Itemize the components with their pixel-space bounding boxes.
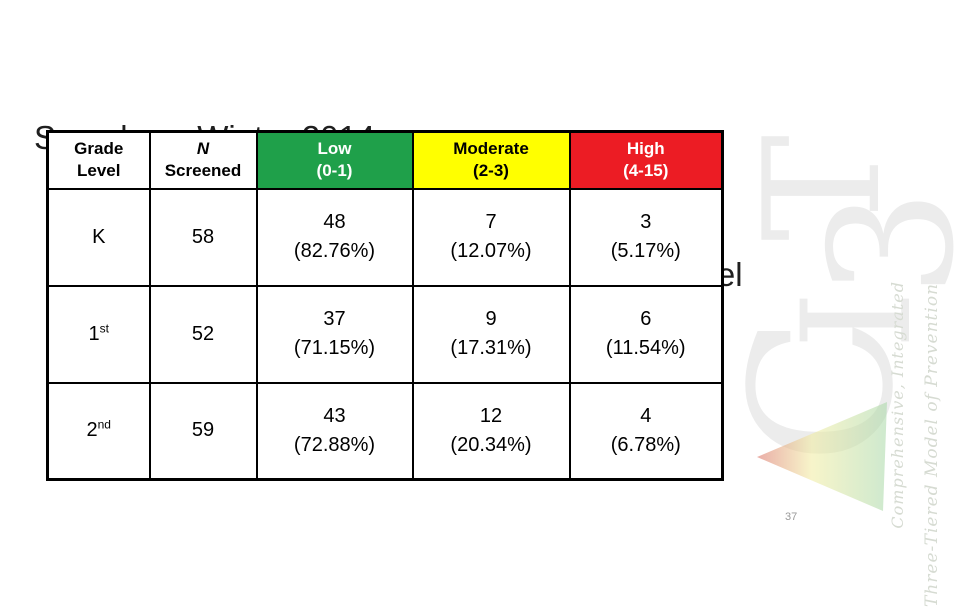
comparison-table: Grade Level N Screened Low (0-1) Moderat… xyxy=(46,130,724,481)
ci3t-triangle-logo-icon xyxy=(757,402,887,511)
cell-high: 6 (11.54%) xyxy=(568,284,724,384)
pct-text: (82.76%) xyxy=(293,240,376,262)
header-n-label: N xyxy=(196,139,210,159)
table-row-2nd: 2nd 59 43 (72.88%) 12 (20.34%) 4 (6.78%) xyxy=(46,381,724,481)
triangle-shape xyxy=(757,402,887,511)
cell-n-screened: 58 xyxy=(148,187,258,287)
header-grade-level: Grade Level xyxy=(46,130,151,190)
pct-text: (71.15%) xyxy=(293,337,376,359)
pct-text: (72.88%) xyxy=(293,433,376,456)
count-text: 3 xyxy=(640,211,652,233)
grade-text: K xyxy=(92,225,106,248)
cell-n-screened: 59 xyxy=(148,381,258,481)
header-grade-line2: Level xyxy=(77,161,121,181)
page-number: 37 xyxy=(785,511,798,523)
count-text: 48 xyxy=(323,211,346,233)
header-moderate: Moderate (2-3) xyxy=(411,130,571,190)
cell-n-screened: 52 xyxy=(148,284,258,384)
header-high-range: (4-15) xyxy=(623,161,669,181)
cell-low: 48 (82.76%) xyxy=(255,187,414,287)
header-n-sub: Screened xyxy=(164,161,242,181)
count-text: 9 xyxy=(485,308,497,330)
pct-text: (6.78%) xyxy=(610,433,681,456)
cell-high: 3 (5.17%) xyxy=(568,187,724,287)
header-low-label: Low xyxy=(317,139,352,159)
cell-moderate: 12 (20.34%) xyxy=(411,381,571,481)
watermark-letter-t: T xyxy=(728,134,916,242)
pct-text: (20.34%) xyxy=(450,433,532,456)
header-n-screened: N Screened xyxy=(148,130,258,190)
count-text: 4 xyxy=(640,404,652,427)
cell-grade: 1st xyxy=(46,284,151,384)
count-text: 7 xyxy=(485,211,497,233)
header-moderate-label: Moderate xyxy=(453,139,529,159)
grade-text: 1 xyxy=(88,322,100,345)
count-text: 37 xyxy=(323,308,346,330)
pct-text: (5.17%) xyxy=(610,240,681,262)
cell-low: 37 (71.15%) xyxy=(255,284,414,384)
header-high: High (4-15) xyxy=(568,130,724,190)
grade-text: 2 xyxy=(86,419,98,442)
cell-high: 4 (6.78%) xyxy=(568,381,724,481)
count-text: 12 xyxy=(479,404,503,427)
cell-grade: K xyxy=(46,187,151,287)
pct-text: (11.54%) xyxy=(605,337,686,359)
grade-sup: nd xyxy=(97,417,111,432)
header-moderate-range: (2-3) xyxy=(473,161,509,181)
table-row-1st: 1st 52 37 (71.15%) 9 (17.31%) 6 (11.54%) xyxy=(46,284,724,384)
cell-moderate: 9 (17.31%) xyxy=(411,284,571,384)
pct-text: (17.31%) xyxy=(450,337,532,359)
count-text: 43 xyxy=(323,404,346,427)
header-grade-line1: Grade xyxy=(74,139,124,159)
cell-grade: 2nd xyxy=(46,381,151,481)
watermark-caption-three-tiered-model: Three-Tiered Model of Prevention xyxy=(922,283,942,607)
table-row-k: K 58 48 (82.76%) 7 (12.07%) 3 (5.17%) xyxy=(46,187,724,287)
pct-text: (12.07%) xyxy=(450,240,532,262)
cell-low: 43 (72.88%) xyxy=(255,381,414,481)
watermark-caption-comprehensive-integrated: Comprehensive, Integrated xyxy=(888,281,907,529)
grade-sup: st xyxy=(99,320,109,335)
header-high-label: High xyxy=(626,139,665,159)
table-header-row: Grade Level N Screened Low (0-1) Moderat… xyxy=(46,130,724,190)
header-low-range: (0-1) xyxy=(316,161,353,181)
header-low: Low (0-1) xyxy=(255,130,414,190)
cell-moderate: 7 (12.07%) xyxy=(411,187,571,287)
count-text: 6 xyxy=(640,308,652,330)
